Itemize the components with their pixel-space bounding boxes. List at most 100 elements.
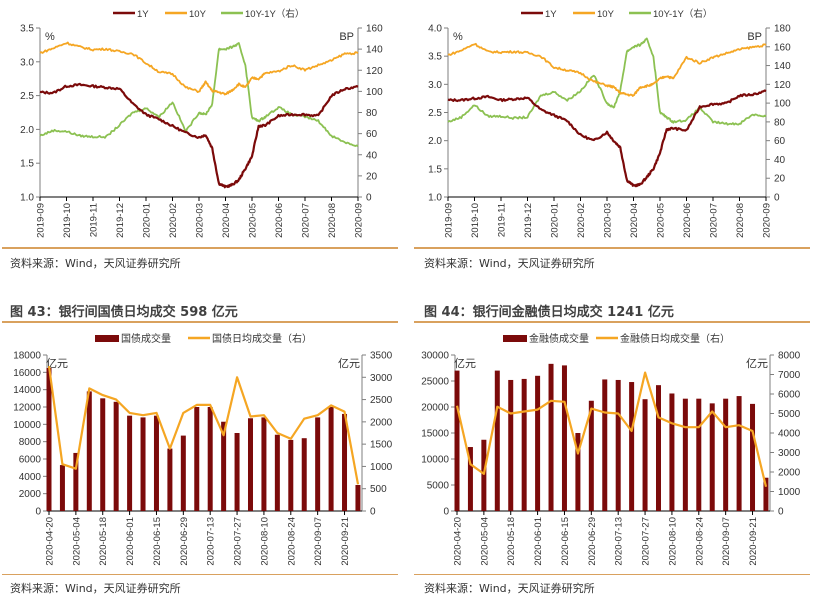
x-tick-label: 2020-01 bbox=[550, 203, 561, 238]
bar bbox=[682, 398, 688, 511]
bar bbox=[328, 407, 334, 511]
bar bbox=[561, 365, 567, 511]
y-tick-label: 18000 bbox=[13, 351, 41, 362]
bar bbox=[481, 439, 487, 511]
x-tick-label: 2020-02 bbox=[168, 203, 179, 238]
bar bbox=[548, 363, 554, 511]
y-tick-label: 1.5 bbox=[428, 164, 442, 175]
x-tick-label: 2020-06-15 bbox=[560, 517, 571, 566]
y2-tick-label: 1500 bbox=[370, 440, 393, 451]
chart-gov-yield: 1.0 1.5 2.0 2.5 3.0 3.5 0 20 40 60 80 100 120 140 160%… bbox=[20, 8, 383, 238]
y2-tick-label: 180 bbox=[774, 24, 791, 35]
y-tick-label: 6000 bbox=[19, 455, 42, 466]
y-tick-label: 3.5 bbox=[428, 52, 442, 63]
x-tick-label: 2020-04 bbox=[221, 203, 232, 238]
x-tick-label: 2020-05-18 bbox=[98, 517, 109, 566]
y-tick-label: 14000 bbox=[13, 385, 41, 396]
y2-tick-label: 3000 bbox=[370, 373, 393, 384]
y-tick-label: 2000 bbox=[19, 489, 42, 500]
x-tick-label: 2020-05 bbox=[248, 203, 259, 238]
bar bbox=[615, 379, 621, 511]
bar bbox=[127, 415, 133, 511]
legend-label: 国债成交量 bbox=[121, 332, 171, 345]
x-tick-label: 2019-09 bbox=[36, 203, 47, 238]
y2-tick-label: 2000 bbox=[778, 468, 801, 479]
bar bbox=[629, 382, 635, 511]
bar bbox=[521, 378, 527, 511]
y-tick-label: 1.0 bbox=[428, 193, 442, 204]
x-tick-label: 2020-07-27 bbox=[233, 517, 244, 566]
x-tick-label: 2019-10 bbox=[62, 203, 73, 238]
y-tick-label: 0 bbox=[443, 507, 449, 518]
y2-tick-label: 6000 bbox=[778, 390, 801, 401]
x-tick-label: 2020-09 bbox=[354, 203, 365, 238]
y-tick-label: 30000 bbox=[421, 351, 449, 362]
chart-gov-volume: 0200040006000800010000120001400016000180… bbox=[13, 332, 393, 566]
legend-label: 国债日均成交量（右） bbox=[212, 332, 312, 345]
bar bbox=[355, 485, 361, 511]
legend-label: 1Y bbox=[137, 9, 149, 20]
bar bbox=[100, 398, 106, 511]
x-tick-label: 2020-06 bbox=[682, 203, 693, 238]
x-tick-label: 2019-11 bbox=[89, 203, 100, 237]
bar bbox=[167, 448, 173, 511]
y-tick-label: 8000 bbox=[19, 437, 42, 448]
left-unit-label: 亿元 bbox=[46, 357, 68, 370]
bar bbox=[709, 403, 715, 511]
y2-tick-label: 100 bbox=[774, 99, 791, 110]
y-tick-label: 1.5 bbox=[20, 159, 34, 170]
bar bbox=[602, 379, 608, 511]
series-line-10Y bbox=[39, 41, 359, 96]
bar bbox=[46, 368, 52, 511]
y2-tick-label: 20 bbox=[366, 171, 378, 182]
bar bbox=[207, 407, 213, 511]
y-tick-label: 15000 bbox=[421, 429, 449, 440]
bar bbox=[763, 477, 769, 511]
y-tick-label: 20000 bbox=[421, 403, 449, 414]
x-tick-label: 2019-12 bbox=[523, 203, 534, 238]
y2-tick-label: 2000 bbox=[370, 417, 393, 428]
y2-tick-label: 3000 bbox=[778, 448, 801, 459]
bar bbox=[315, 417, 321, 511]
bar bbox=[736, 396, 742, 511]
y-tick-label: 3.0 bbox=[428, 80, 442, 91]
left-unit-label: % bbox=[45, 31, 55, 43]
y-tick-label: 10000 bbox=[13, 420, 41, 431]
right-unit-label: BP bbox=[747, 31, 762, 43]
legend-swatch-bar bbox=[95, 335, 119, 342]
x-tick-label: 2020-08-10 bbox=[259, 517, 270, 566]
bar bbox=[261, 417, 267, 511]
chart-fin-yield: 1.0 1.5 2.0 2.5 3.0 3.5 4.0 0 20 40 60 80 100 120 140 1… bbox=[428, 8, 791, 238]
x-tick-label: 2020-04 bbox=[629, 203, 640, 238]
bar bbox=[669, 393, 675, 511]
y2-tick-label: 0 bbox=[370, 507, 376, 518]
x-tick-label: 2020-07-13 bbox=[614, 517, 625, 566]
y2-tick-label: 1000 bbox=[778, 487, 801, 498]
right-unit-label: 亿元 bbox=[746, 357, 768, 370]
x-tick-label: 2020-06-29 bbox=[587, 517, 598, 566]
x-tick-label: 2019-11 bbox=[497, 203, 508, 237]
bar bbox=[247, 418, 253, 511]
x-tick-label: 2020-05-04 bbox=[71, 517, 82, 566]
divider bbox=[2, 321, 398, 323]
chart-panel-fin-yield: 1.0 1.5 2.0 2.5 3.0 3.5 4.0 0 20 40 60 80 100 120 140 1… bbox=[408, 0, 813, 245]
figure-title-43: 图 43：银行间国债日均成交 598 亿元 bbox=[10, 305, 238, 320]
bar bbox=[655, 385, 661, 511]
x-tick-label: 2019-10 bbox=[470, 203, 481, 238]
y-tick-label: 16000 bbox=[13, 368, 41, 379]
y-tick-label: 4.0 bbox=[428, 24, 442, 35]
right-unit-label: 亿元 bbox=[338, 357, 360, 370]
y2-tick-label: 4000 bbox=[778, 429, 801, 440]
x-tick-label: 2020-06-29 bbox=[179, 517, 190, 566]
y2-tick-label: 120 bbox=[366, 66, 383, 77]
x-tick-label: 2020-03 bbox=[195, 203, 206, 238]
x-tick-label: 2020-07 bbox=[709, 203, 720, 238]
bar bbox=[454, 370, 460, 511]
y2-tick-label: 100 bbox=[366, 87, 383, 98]
x-tick-label: 2020-08 bbox=[735, 203, 746, 238]
figure-title-44: 图 44：银行间金融债日均成交 1241 亿元 bbox=[424, 305, 674, 320]
y2-tick-label: 3500 bbox=[370, 351, 393, 362]
bar bbox=[696, 398, 702, 511]
legend-label: 10Y bbox=[189, 9, 207, 20]
bar bbox=[113, 401, 119, 511]
